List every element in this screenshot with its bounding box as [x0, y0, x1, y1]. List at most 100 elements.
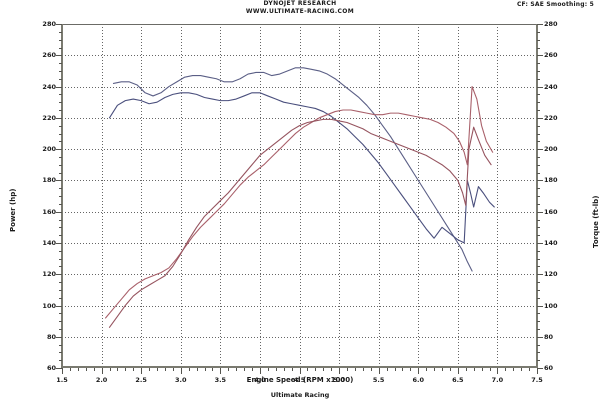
- x-axis-tick: [339, 368, 341, 374]
- y-axis-tick: [537, 250, 540, 252]
- x-axis-tick-label: 7.0: [491, 376, 504, 384]
- y-axis-tick: [56, 211, 62, 213]
- y-axis-tick: [537, 24, 543, 25]
- header-website: WWW.ULTIMATE-RACING.COM: [245, 8, 355, 15]
- x-axis-tick: [489, 368, 491, 371]
- x-axis-tick: [149, 368, 151, 371]
- y-axis-left-tick-label: 280: [42, 20, 56, 28]
- y-axis-tick: [59, 70, 62, 72]
- x-axis-tick: [283, 368, 285, 371]
- y-axis-tick: [59, 156, 62, 158]
- y-axis-tick: [537, 266, 540, 268]
- y-axis-tick: [59, 313, 62, 315]
- y-axis-tick: [537, 336, 543, 338]
- gridline-vertical: [378, 24, 380, 368]
- y-axis-tick: [537, 78, 540, 80]
- y-axis-tick: [537, 133, 540, 135]
- x-axis-tick: [164, 368, 166, 371]
- x-axis-tick: [236, 368, 238, 371]
- x-axis-tick: [331, 368, 333, 371]
- y-axis-right-tick-label: 160: [544, 207, 558, 216]
- y-axis-left-tick-label: 80: [46, 332, 56, 341]
- x-axis-tick: [354, 368, 356, 371]
- x-axis-tick-label: 4.0: [254, 376, 266, 384]
- x-axis-tick: [426, 368, 428, 371]
- gridline-vertical: [180, 24, 182, 368]
- y-axis-tick: [56, 274, 62, 276]
- curve-power-run-1: [104, 86, 494, 319]
- y-axis-tick: [537, 203, 540, 205]
- y-axis-tick: [537, 313, 540, 315]
- x-axis-tick: [228, 368, 230, 371]
- y-axis-tick: [56, 55, 62, 57]
- y-axis-tick: [537, 305, 543, 307]
- gridline-vertical: [339, 24, 341, 368]
- gridline-vertical: [299, 24, 301, 368]
- y-axis-tick: [537, 110, 540, 111]
- y-axis-tick: [56, 117, 62, 119]
- y-axis-right-tick-label: 180: [544, 176, 558, 185]
- x-axis-tick: [267, 368, 269, 371]
- x-axis-tick: [141, 368, 143, 374]
- y-axis-tick: [537, 156, 540, 158]
- x-axis-tick: [402, 368, 404, 371]
- x-axis-tick-label: 1.5: [56, 376, 68, 384]
- y-axis-tick: [59, 250, 62, 252]
- x-axis-tick: [133, 368, 135, 371]
- x-axis-tick: [442, 368, 443, 371]
- y-axis-tick: [59, 102, 62, 104]
- y-axis-right-tick-label: 80: [544, 332, 554, 341]
- y-axis-right-tick-label: 280: [544, 20, 558, 28]
- y-axis-tick: [537, 282, 540, 283]
- x-axis-tick: [315, 368, 317, 371]
- y-axis-tick: [59, 360, 62, 362]
- y-axis-tick: [59, 321, 62, 323]
- x-axis-tick: [180, 368, 182, 374]
- x-axis-tick: [513, 368, 515, 371]
- y-axis-left-tick-label: 240: [42, 82, 56, 91]
- x-axis-tick: [410, 368, 412, 371]
- y-axis-tick: [59, 235, 62, 237]
- x-axis-tick: [394, 368, 396, 371]
- y-axis-tick: [56, 86, 62, 88]
- gridline-vertical: [101, 24, 103, 368]
- y-axis-tick: [537, 149, 543, 151]
- y-axis-tick: [59, 39, 62, 41]
- x-axis-tick: [93, 368, 95, 371]
- frame-left: [61, 24, 63, 368]
- x-axis-tick: [172, 368, 174, 371]
- y-axis-tick: [537, 39, 540, 41]
- gridline-vertical: [141, 24, 143, 368]
- x-axis-tick: [117, 368, 119, 371]
- x-axis-tick: [101, 368, 103, 374]
- y-axis-tick: [56, 336, 62, 338]
- y-axis-right-tick-label: 120: [544, 270, 558, 279]
- y-axis-tick: [537, 86, 543, 88]
- y-axis-tick: [56, 242, 62, 244]
- y-axis-tick: [59, 141, 62, 143]
- y-axis-tick: [59, 289, 62, 291]
- header-title: DYNOJET RESEARCH: [263, 0, 337, 7]
- y-axis-tick: [59, 196, 62, 197]
- x-axis-title: Engine Speed (RPM x1000): [246, 376, 354, 384]
- y-axis-left-tick-label: 260: [42, 51, 56, 60]
- y-axis-tick: [537, 297, 540, 299]
- y-axis-tick: [56, 24, 62, 25]
- y-axis-right-tick-label: 200: [544, 145, 558, 154]
- curve-torque-run-1: [112, 67, 473, 272]
- y-axis-tick: [537, 196, 540, 197]
- y-axis-tick: [59, 297, 62, 299]
- y-axis-tick: [59, 282, 62, 283]
- x-axis-tick: [77, 368, 79, 371]
- x-axis-tick-label: 5.5: [372, 376, 385, 384]
- y-axis-tick: [56, 368, 62, 369]
- y-axis-left-tick-label: 200: [42, 145, 56, 154]
- y-axis-left-tick-label: 160: [42, 207, 56, 216]
- y-axis-tick: [537, 289, 540, 291]
- y-axis-tick: [59, 203, 62, 205]
- y-axis-tick: [537, 219, 540, 221]
- y-axis-tick: [537, 368, 543, 369]
- x-axis-tick: [537, 368, 538, 374]
- y-axis-right-tick-label: 220: [544, 113, 558, 122]
